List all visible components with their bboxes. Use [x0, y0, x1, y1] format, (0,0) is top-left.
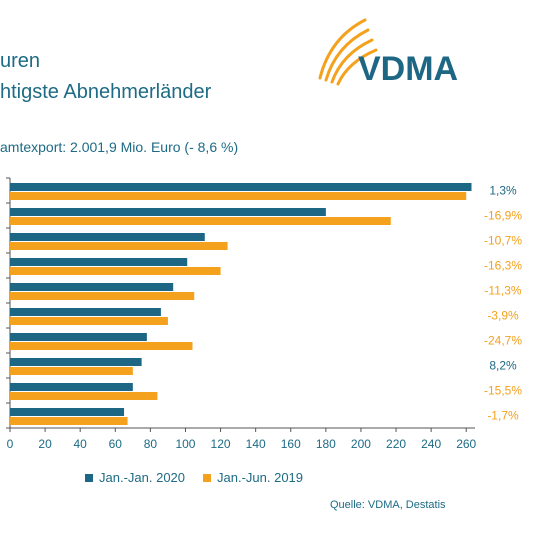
chart-subtitle: amtexport: 2.001,9 Mio. Euro (- 8,6 %) — [0, 139, 239, 155]
change-label: 8,2% — [489, 359, 517, 373]
chart-title-line-2: htigste Abnehmerländer — [0, 81, 212, 103]
change-label: -1,7% — [487, 409, 519, 423]
bar-2019 — [10, 242, 228, 250]
change-label: 1,3% — [489, 184, 517, 198]
legend-item-2020: Jan.-Jan. 2020 — [85, 470, 185, 485]
bar-2019 — [10, 317, 168, 325]
change-label: -24,7% — [484, 334, 522, 348]
bar-2020 — [10, 233, 205, 241]
bar-2020 — [10, 183, 472, 191]
legend: Jan.-Jan. 2020 Jan.-Jun. 2019 — [85, 470, 303, 485]
x-tick-label: 120 — [211, 437, 231, 451]
legend-item-2019: Jan.-Jun. 2019 — [203, 470, 303, 485]
bar-2020 — [10, 208, 326, 216]
bar-2020 — [10, 258, 188, 266]
bar-2020 — [10, 383, 133, 391]
x-tick-label: 140 — [246, 437, 266, 451]
x-tick-label: 260 — [456, 437, 476, 451]
x-tick-label: 60 — [109, 437, 123, 451]
bar-2019 — [10, 392, 158, 400]
x-tick-label: 20 — [38, 437, 52, 451]
vdma-logo: VDMA — [318, 18, 458, 88]
change-label: -15,5% — [484, 384, 522, 398]
x-tick-label: 80 — [144, 437, 158, 451]
bar-2020 — [10, 283, 174, 291]
legend-swatch-2020 — [85, 473, 93, 482]
bar-2019 — [10, 342, 193, 350]
x-tick-label: 40 — [74, 437, 88, 451]
vdma-logo-text: VDMA — [358, 50, 458, 88]
bar-2020 — [10, 333, 147, 341]
vdma-arc-logo-icon — [318, 18, 378, 86]
bar-2020 — [10, 358, 142, 366]
bar-2019 — [10, 367, 133, 375]
change-label: -11,3% — [484, 284, 521, 298]
bar-2019 — [10, 192, 467, 200]
x-tick-label: 100 — [175, 437, 195, 451]
change-label: -10,7% — [484, 234, 522, 248]
x-tick-label: 160 — [281, 437, 301, 451]
legend-swatch-2019 — [203, 473, 212, 482]
x-tick-label: 240 — [421, 437, 441, 451]
x-tick-label: 180 — [316, 437, 336, 451]
change-label: -3,9% — [487, 309, 519, 323]
chart-title-line-1: uren — [0, 50, 41, 72]
change-label: -16,3% — [484, 259, 522, 273]
x-tick-label: 200 — [351, 437, 371, 451]
bar-2019 — [10, 217, 391, 225]
change-label: -16,9% — [484, 209, 522, 223]
bar-2019 — [10, 292, 195, 300]
bar-2019 — [10, 267, 221, 275]
bar-2020 — [10, 308, 161, 316]
source-note: Quelle: VDMA, Destatis — [330, 499, 446, 511]
bar-2020 — [10, 408, 125, 416]
bar-2019 — [10, 417, 128, 425]
legend-label-2019: Jan.-Jun. 2019 — [217, 470, 304, 485]
x-tick-label: 0 — [7, 437, 14, 451]
x-tick-label: 220 — [386, 437, 406, 451]
legend-label-2020: Jan.-Jan. 2020 — [99, 470, 186, 485]
